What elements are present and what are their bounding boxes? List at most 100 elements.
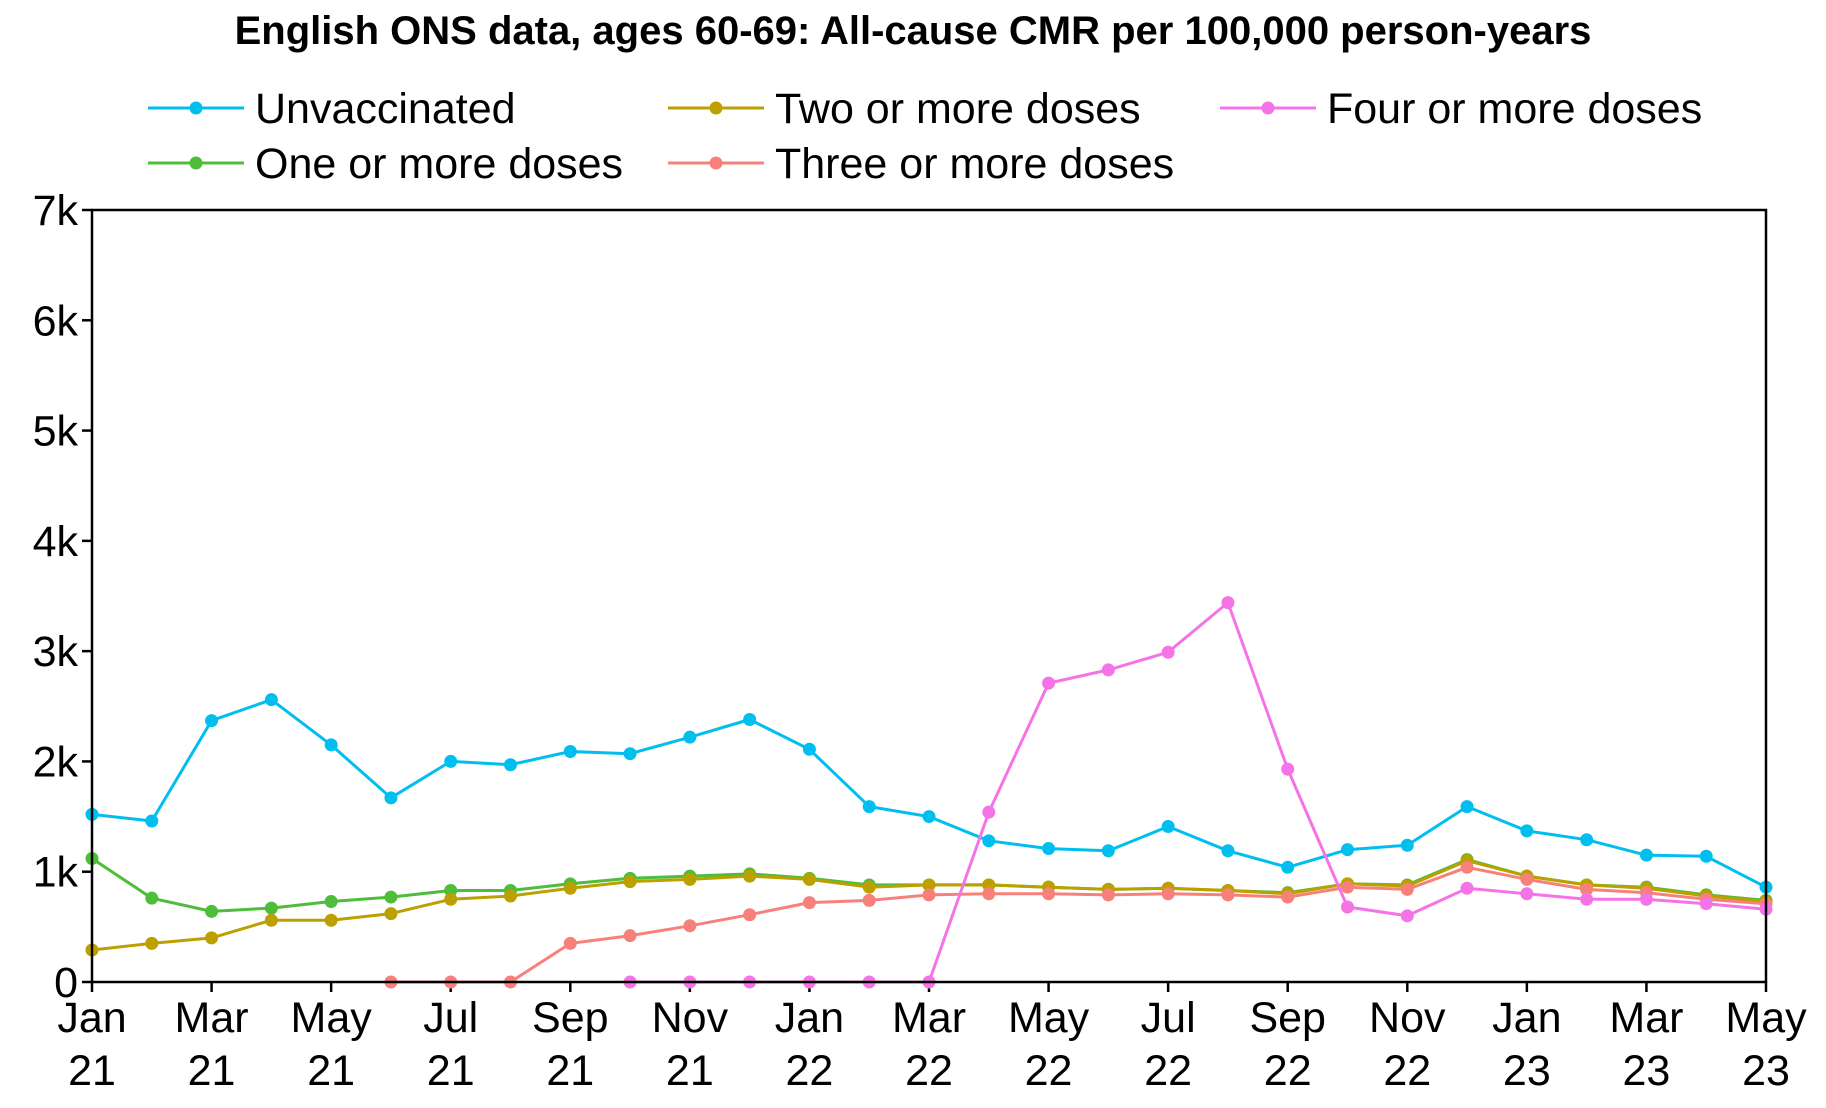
- data-point: [384, 907, 398, 921]
- data-point: [1460, 860, 1474, 874]
- data-point: [1520, 824, 1534, 838]
- legend-swatch-point: [189, 101, 203, 115]
- data-point: [384, 890, 398, 904]
- x-tick-label: Mar 23: [1609, 994, 1683, 1095]
- x-tick-label: Jan 21: [57, 994, 126, 1095]
- data-point: [1400, 909, 1414, 923]
- data-point: [1341, 880, 1354, 894]
- data-point: [1101, 663, 1115, 677]
- data-point: [145, 936, 159, 950]
- x-tick-label: Jul 22: [1141, 994, 1196, 1095]
- data-point: [1161, 645, 1175, 659]
- data-point: [1520, 887, 1534, 901]
- y-tick-label: 6k: [33, 297, 79, 345]
- plot-area: [85, 596, 1773, 989]
- data-point: [1042, 676, 1056, 690]
- legend-label: Unvaccinated: [255, 85, 516, 133]
- data-point: [563, 881, 577, 895]
- data-point: [1161, 819, 1175, 833]
- data-point: [743, 908, 757, 922]
- legend-item-unvaccinated: Unvaccinated: [148, 85, 516, 133]
- x-tick-label: Nov 22: [1369, 994, 1446, 1095]
- data-point: [1400, 838, 1414, 852]
- data-point: [623, 929, 637, 943]
- series-line: [91, 859, 1767, 952]
- plot-frame: [90, 208, 1768, 984]
- data-point: [743, 713, 757, 727]
- data-point: [623, 875, 637, 889]
- data-point: [1699, 849, 1713, 863]
- series-two-or-more-doses: [85, 854, 1773, 957]
- data-point: [1221, 596, 1235, 610]
- legend-label: One or more doses: [255, 140, 623, 188]
- data-point: [324, 738, 338, 752]
- x-tick-label: Nov 21: [652, 994, 729, 1095]
- y-tick-label: 3k: [33, 628, 79, 676]
- data-point: [563, 745, 577, 759]
- data-point: [1639, 848, 1653, 862]
- data-point: [802, 742, 816, 756]
- data-point: [264, 901, 278, 915]
- data-point: [504, 758, 517, 772]
- data-point: [1042, 842, 1056, 856]
- legend-item-four-or-more-doses: Four or more doses: [1220, 85, 1702, 133]
- x-tick-label: May 21: [291, 994, 373, 1095]
- data-point: [504, 889, 517, 903]
- data-point: [1101, 844, 1115, 858]
- data-point: [922, 888, 936, 902]
- data-point: [862, 880, 876, 894]
- data-point: [862, 800, 876, 814]
- x-tick-label: Jan 22: [775, 994, 844, 1095]
- legend-label: Four or more doses: [1327, 85, 1702, 133]
- series-unvaccinated: [85, 693, 1773, 894]
- legend-swatch-point: [709, 156, 723, 170]
- data-point: [1221, 844, 1235, 858]
- data-point: [683, 919, 697, 933]
- data-point: [683, 872, 697, 886]
- data-point: [802, 896, 816, 910]
- y-tick-label: 0: [54, 959, 78, 1007]
- data-point: [683, 730, 697, 744]
- data-point: [802, 872, 816, 886]
- series-four-or-more-doses: [623, 596, 1773, 989]
- data-point: [922, 810, 936, 824]
- x-tick-label: May 22: [1008, 994, 1090, 1095]
- y-tick-label: 4k: [33, 518, 79, 566]
- data-point: [205, 904, 219, 918]
- legend-label: Three or more doses: [775, 140, 1174, 188]
- y-tick-label: 2k: [33, 738, 79, 786]
- data-point: [1161, 887, 1175, 901]
- data-point: [922, 878, 936, 892]
- data-point: [1281, 762, 1295, 776]
- x-tick-label: Jul 21: [423, 994, 478, 1095]
- data-point: [384, 791, 398, 805]
- series-three-or-more-doses: [384, 860, 1773, 989]
- data-point: [1101, 888, 1115, 902]
- data-point: [1639, 892, 1653, 906]
- legend-swatch-point: [709, 101, 723, 115]
- data-point: [145, 814, 159, 828]
- data-point: [1460, 800, 1474, 814]
- data-point: [324, 894, 338, 908]
- data-point: [623, 747, 637, 761]
- y-tick-label: 7k: [33, 187, 79, 235]
- legend-item-two-or-more-doses: Two or more doses: [668, 85, 1141, 133]
- data-point: [1699, 897, 1713, 911]
- data-point: [205, 714, 219, 728]
- data-point: [1281, 860, 1295, 874]
- data-point: [1580, 892, 1594, 906]
- data-point: [743, 869, 757, 883]
- y-axis: 0 1k 2k 3k 4k 5k 6k 7k: [33, 187, 92, 1007]
- data-point: [1460, 881, 1474, 895]
- data-point: [444, 754, 458, 768]
- legend-item-one-or-more-doses: One or more doses: [148, 140, 623, 188]
- legend-item-three-or-more-doses: Three or more doses: [668, 140, 1174, 188]
- data-point: [324, 913, 338, 927]
- data-point: [982, 805, 996, 819]
- x-tick-label: May 23: [1725, 994, 1807, 1095]
- x-axis: Jan 21 Mar 21 May 21 Jul 21 Sep 21 Nov 21 Jan 22 Mar 22…: [57, 982, 1807, 1095]
- data-point: [1221, 888, 1235, 902]
- data-point: [1341, 900, 1354, 914]
- data-point: [444, 892, 458, 906]
- data-point: [264, 693, 278, 707]
